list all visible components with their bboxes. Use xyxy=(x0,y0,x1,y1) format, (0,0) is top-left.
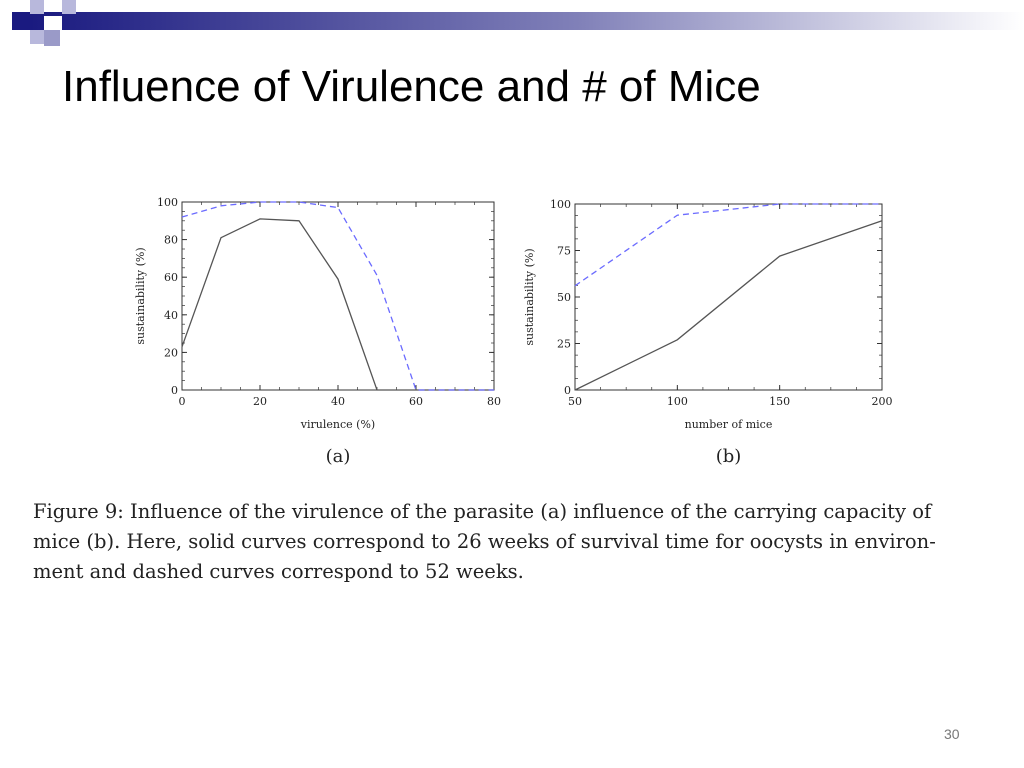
panel-label: (a) xyxy=(326,446,351,467)
deco-square xyxy=(30,0,44,14)
y-tick-label: 0 xyxy=(171,384,178,397)
series-dashed-line xyxy=(181,201,494,391)
x-tick-label: 80 xyxy=(487,395,501,408)
title-decoration xyxy=(12,0,1024,46)
y-tick-label: 0 xyxy=(564,384,571,397)
chart-virulence: 0 20 40 60 80 0 20 40 60 80 100 virulence (%) sustai… xyxy=(134,196,501,467)
series-solid-line xyxy=(181,218,494,391)
plot-frame xyxy=(574,203,883,391)
deco-square xyxy=(30,30,44,44)
x-tick-label: 0 xyxy=(179,395,186,408)
series-dashed-line xyxy=(574,203,882,287)
x-axis-label: number of mice xyxy=(685,418,773,431)
plot-frame xyxy=(181,201,495,391)
y-tick-label: 50 xyxy=(557,291,571,304)
x-tick-label: 50 xyxy=(568,395,582,408)
y-tick-label: 25 xyxy=(557,338,571,351)
y-tick-label: 100 xyxy=(157,196,178,209)
y-tick-label: 40 xyxy=(164,309,178,322)
x-tick-label: 40 xyxy=(331,395,345,408)
y-tick-label: 75 xyxy=(557,245,571,258)
x-tick-label: 150 xyxy=(769,395,790,408)
y-axis-label: sustainability (%) xyxy=(134,247,147,344)
deco-square xyxy=(44,16,62,32)
caption-line: ment and dashed curves correspond to 52 … xyxy=(33,560,524,583)
series-solid-line xyxy=(574,220,883,391)
y-tick-label: 100 xyxy=(550,198,571,211)
panel-label: (b) xyxy=(716,446,742,467)
caption-line: Figure 9: Influence of the virulence of … xyxy=(33,500,932,523)
x-tick-label: 60 xyxy=(409,395,423,408)
deco-square xyxy=(62,0,76,14)
y-axis-label: sustainability (%) xyxy=(523,248,536,345)
x-tick-label: 200 xyxy=(872,395,893,408)
x-tick-label: 100 xyxy=(667,395,688,408)
y-tick-label: 20 xyxy=(164,346,178,359)
y-tick-label: 80 xyxy=(164,234,178,247)
y-tick-label: 60 xyxy=(164,271,178,284)
x-tick-label: 20 xyxy=(253,395,267,408)
slide-title: Influence of Virulence and # of Mice xyxy=(62,62,761,111)
deco-square xyxy=(12,12,30,30)
deco-square xyxy=(44,30,60,46)
deco-square xyxy=(12,30,28,46)
x-axis-label: virulence (%) xyxy=(300,418,375,431)
chart-mice: 50 100 150 200 0 25 50 75 100 number of mice susta… xyxy=(523,198,893,467)
figure-caption: Figure 9: Influence of the virulence of … xyxy=(33,497,993,587)
page-number: 30 xyxy=(944,726,960,742)
caption-line: mice (b). Here, solid curves correspond … xyxy=(33,530,936,553)
title-gradient-bar xyxy=(30,12,1024,30)
